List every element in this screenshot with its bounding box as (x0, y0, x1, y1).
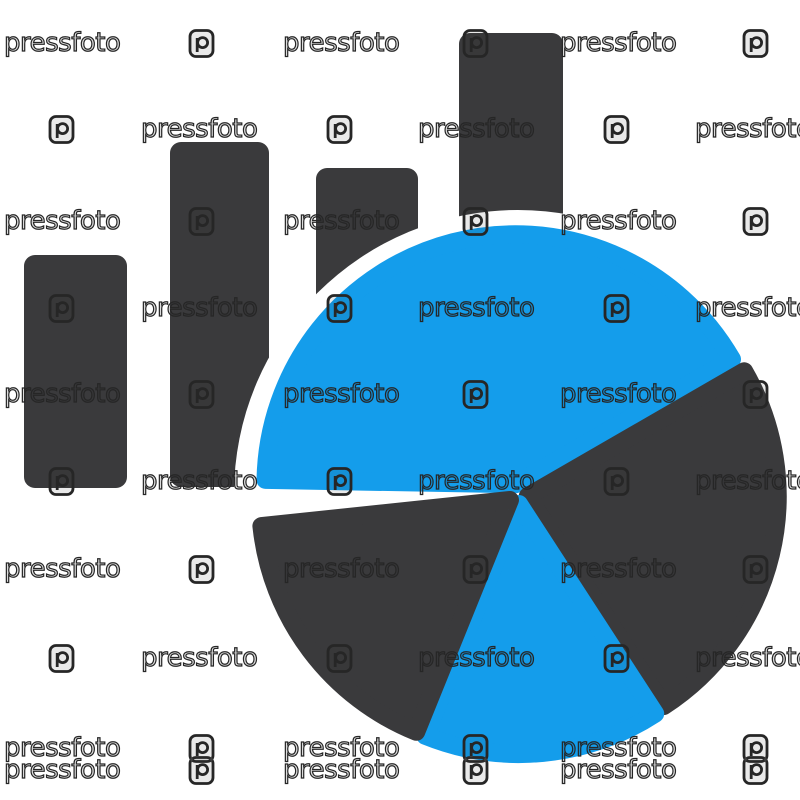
bar-1 (24, 255, 127, 488)
pie-chart (252, 225, 787, 763)
pie-slice-bottom-left (252, 491, 519, 741)
pie-slice-bottom (416, 495, 665, 763)
pie-slice-right (518, 362, 787, 715)
